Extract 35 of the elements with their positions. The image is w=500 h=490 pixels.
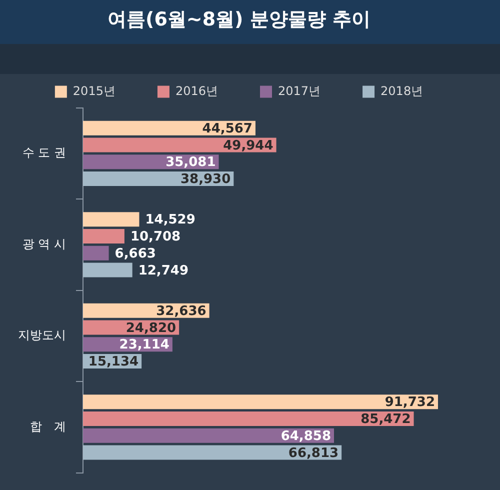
data-label: 32,636	[156, 304, 206, 319]
data-label: 10,708	[130, 230, 181, 245]
y-tick-label: 합 계	[30, 419, 66, 434]
bar	[83, 120, 256, 136]
legend-label: 2017년	[278, 84, 321, 98]
data-label: 24,820	[126, 320, 176, 336]
chart-title: 여름(6월~8월) 분양물량 추이	[108, 8, 370, 30]
data-label: 23,114	[119, 338, 170, 353]
bar	[83, 246, 109, 260]
data-label: 49,944	[223, 138, 274, 154]
data-label: 85,472	[360, 412, 411, 428]
data-label: 91,732	[384, 395, 436, 410]
bar	[83, 445, 342, 460]
bar	[83, 394, 438, 410]
y-tick-label: 광 역 시	[22, 236, 66, 251]
legend-label: 2016년	[175, 84, 218, 98]
data-label: 64,858	[280, 428, 331, 444]
bar	[83, 411, 414, 426]
bar	[83, 212, 140, 227]
y-tick-label: 지방도시	[18, 328, 66, 342]
bar	[83, 428, 334, 443]
data-label: 14,529	[145, 212, 196, 228]
bar	[83, 262, 132, 278]
data-label: 38,930	[180, 172, 231, 188]
data-label: 6,663	[114, 246, 156, 262]
data-label: 15,134	[88, 354, 139, 370]
data-label: 35,081	[166, 155, 216, 170]
legend-label: 2015년	[72, 84, 116, 98]
bar	[83, 138, 276, 152]
y-tick-label: 수 도 권	[22, 146, 66, 160]
data-label: 44,567	[202, 121, 252, 136]
bar	[83, 228, 124, 244]
data-label: 66,813	[288, 446, 339, 461]
data-label: 12,749	[138, 263, 189, 278]
legend-label: 2018년	[380, 84, 424, 98]
